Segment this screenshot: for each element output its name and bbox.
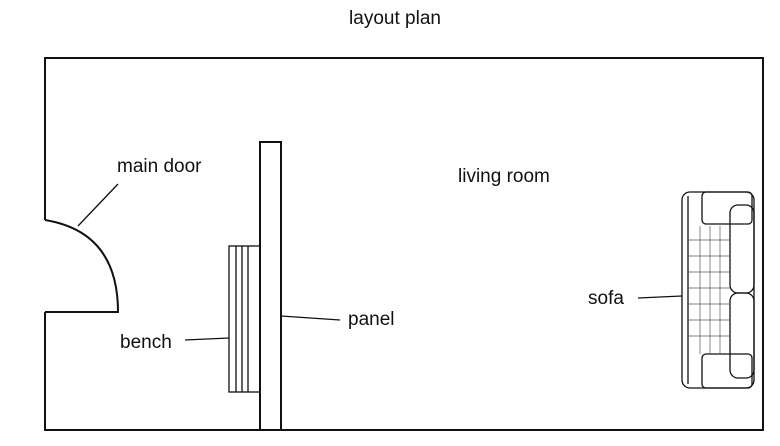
panel [259,141,282,431]
bench-leader [184,337,230,341]
bench [228,245,261,393]
sofa-label: sofa [588,288,624,309]
main-door-leader [77,183,119,227]
plan-title: layout plan [349,8,441,29]
sofa [681,191,755,389]
bench-label: bench [120,332,172,353]
panel-label: panel [348,309,395,330]
main-door-arc [44,219,120,313]
panel-leader [280,315,341,321]
living-room-label: living room [458,166,550,187]
sofa-leader [637,295,683,299]
main-door-label: main door [117,156,202,177]
room-outline [44,57,764,431]
